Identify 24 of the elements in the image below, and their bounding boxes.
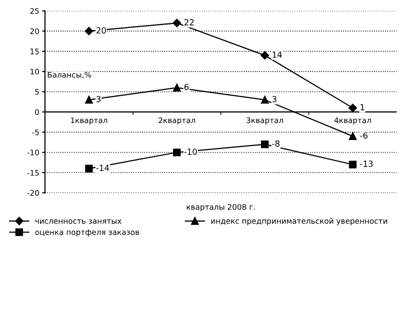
data-label: -13: [360, 160, 373, 167]
point: [84, 26, 94, 36]
data-label: 20: [96, 27, 106, 34]
point: [85, 164, 93, 172]
data-label: -8: [272, 140, 280, 147]
data-label: 6: [184, 84, 189, 90]
point: [172, 18, 182, 28]
data-label: -14: [96, 164, 110, 171]
data-label: -6: [360, 132, 368, 139]
data-label: -10: [184, 148, 197, 155]
point: [260, 51, 269, 60]
point: [348, 132, 357, 140]
point: [348, 160, 357, 168]
point: [173, 84, 181, 92]
point: [261, 140, 269, 148]
data-label: 1: [360, 104, 364, 110]
point: [173, 148, 181, 156]
data-label: 3: [272, 96, 276, 102]
data-label: 3: [96, 96, 101, 102]
point: [85, 96, 93, 104]
point: [348, 104, 357, 112]
data-label: 14: [272, 52, 282, 58]
data-label: 22: [184, 19, 194, 26]
point: [261, 96, 269, 104]
